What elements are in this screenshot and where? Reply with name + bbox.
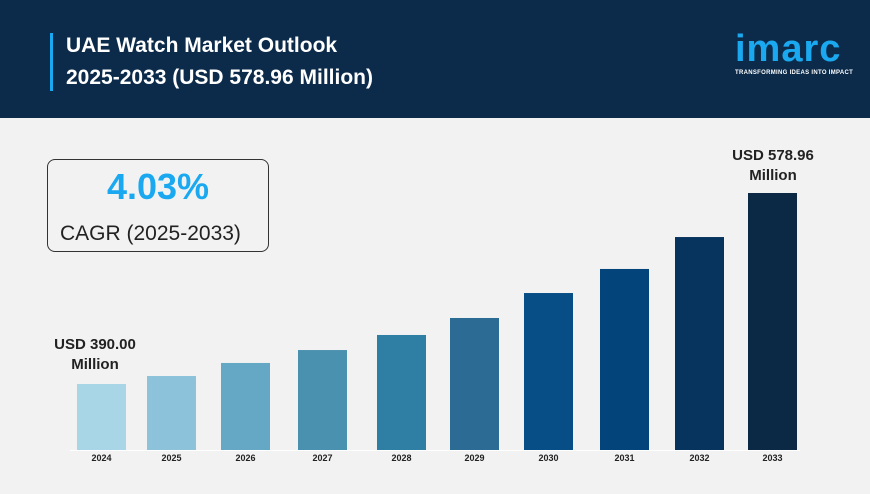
x-tick-label: 2026: [235, 453, 255, 463]
bar-2027: [298, 350, 347, 450]
x-tick-label: 2030: [538, 453, 558, 463]
x-tick-label: 2033: [762, 453, 782, 463]
bar-2032: [675, 237, 724, 450]
bar-2024: [77, 384, 126, 450]
x-tick-label: 2032: [689, 453, 709, 463]
bar-2033: [748, 193, 797, 450]
cagr-box: 4.03% CAGR (2025-2033): [47, 159, 269, 252]
x-tick-label: 2024: [91, 453, 111, 463]
title-line-2: 2025-2033 (USD 578.96 Million): [66, 66, 373, 89]
bar-2028: [377, 334, 426, 450]
title-line-1: UAE Watch Market Outlook: [66, 34, 338, 57]
x-tick-label: 2031: [614, 453, 634, 463]
bar-2030: [524, 293, 573, 450]
x-tick-label: 2027: [312, 453, 332, 463]
cagr-label: CAGR (2025-2033): [60, 222, 241, 245]
page-title: UAE Watch Market Outlook 2025-2033 (USD 5…: [66, 30, 373, 94]
x-tick-label: 2029: [464, 453, 484, 463]
cagr-value: 4.03%: [106, 166, 210, 207]
logo-tagline: TRANSFORMING IDEAS INTO IMPACT: [735, 70, 854, 76]
last-label-unit: Million: [749, 167, 797, 184]
accent-bar: [50, 33, 53, 91]
bar-2029: [450, 317, 499, 450]
first-label-value: USD 390.00: [54, 336, 136, 353]
last-bar-label: USD 578.96 Million: [718, 146, 828, 186]
x-tick-label: 2028: [391, 453, 411, 463]
last-label-value: USD 578.96: [732, 147, 814, 164]
first-label-unit: Million: [71, 356, 119, 373]
bar-2026: [221, 362, 270, 450]
imarc-logo: imarc: [735, 28, 842, 70]
bar-2031: [600, 268, 649, 450]
first-bar-label: USD 390.00 Million: [40, 335, 150, 375]
header: UAE Watch Market Outlook 2025-2033 (USD 5…: [0, 0, 870, 118]
bar-2025: [147, 376, 196, 450]
x-tick-label: 2025: [161, 453, 181, 463]
